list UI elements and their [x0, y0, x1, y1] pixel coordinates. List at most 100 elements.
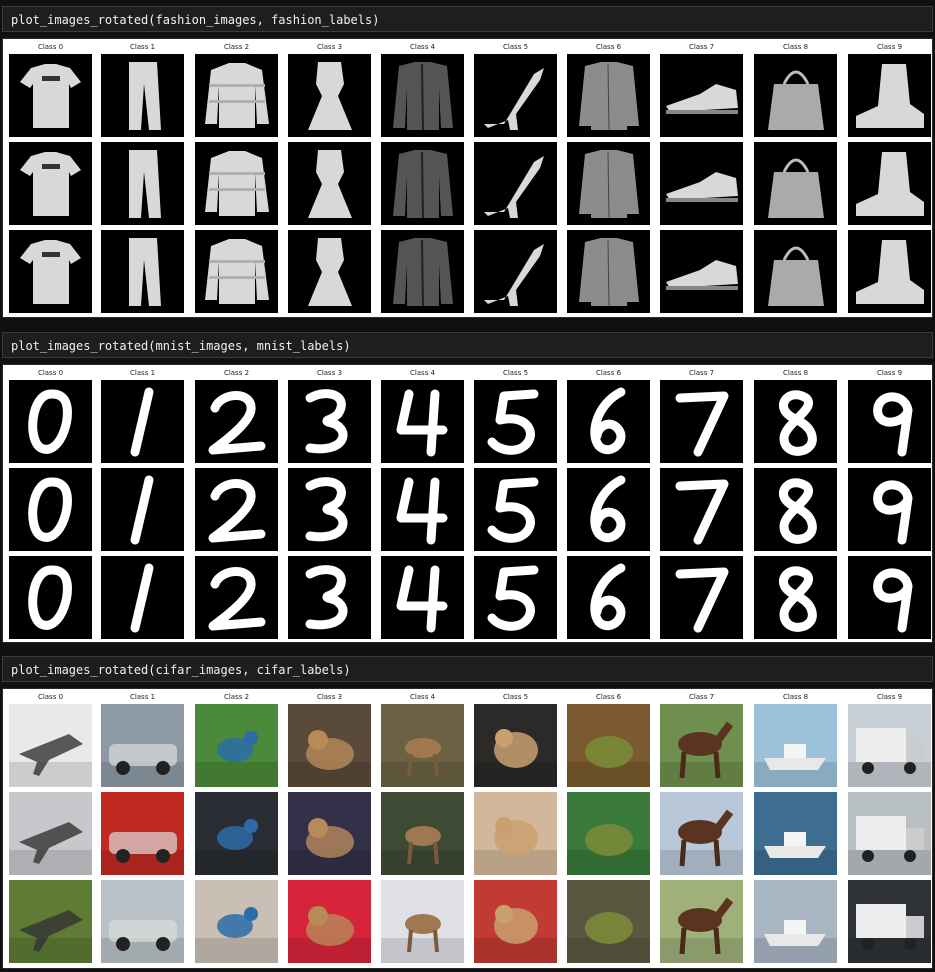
class-label: Class 4: [409, 43, 436, 51]
class-label: Class 4: [409, 369, 436, 377]
fashion-image-t-shirt: [9, 54, 92, 137]
fashion-image-dress: [288, 230, 371, 313]
code-cell-mnist[interactable]: plot_images_rotated(mnist_images, mnist_…: [2, 332, 933, 358]
fashion-image-bag: [754, 142, 837, 225]
cifar-image-airplane: [9, 704, 92, 787]
fashion-image-ankle-boot: [848, 230, 931, 313]
cifar-image-airplane: [9, 880, 92, 963]
output-mnist-grid: Class 0 Class 1 Class 2 Class 3 Class 4 Class…: [2, 364, 933, 643]
class-label: Class 1: [129, 369, 156, 377]
code-text: plot_images_rotated(cifar_images, cifar_…: [11, 663, 351, 677]
cifar-image-automobile: [101, 792, 184, 875]
mnist-image-digit-8: [754, 468, 837, 551]
fashion-image-sneaker: [660, 230, 743, 313]
fashion-image-pullover: [195, 54, 278, 137]
cifar-image-ship: [754, 704, 837, 787]
class-label: Class 7: [688, 43, 715, 51]
class-label: Class 1: [129, 43, 156, 51]
cifar-image-frog: [567, 792, 650, 875]
class-label: Class 5: [502, 43, 529, 51]
mnist-image-digit-9: [848, 556, 931, 639]
class-label: Class 6: [595, 369, 622, 377]
cifar-image-horse: [660, 880, 743, 963]
class-label: Class 9: [876, 43, 903, 51]
fashion-image-shirt: [567, 230, 650, 313]
cifar-image-ship: [754, 880, 837, 963]
mnist-image-digit-3: [288, 468, 371, 551]
mnist-image-digit-1: [101, 380, 184, 463]
cifar-image-truck: [848, 704, 931, 787]
fashion-image-shirt: [567, 54, 650, 137]
class-label: Class 6: [595, 43, 622, 51]
cifar-image-automobile: [101, 704, 184, 787]
code-text: plot_images_rotated(fashion_images, fash…: [11, 13, 380, 27]
class-label: Class 0: [37, 693, 64, 701]
cifar-image-truck: [848, 792, 931, 875]
mnist-image-digit-6: [567, 380, 650, 463]
code-cell-fashion[interactable]: plot_images_rotated(fashion_images, fash…: [2, 6, 933, 32]
mnist-image-digit-3: [288, 556, 371, 639]
mnist-image-digit-7: [660, 380, 743, 463]
fashion-image-ankle-boot: [848, 142, 931, 225]
class-label: Class 9: [876, 693, 903, 701]
cifar-image-cat: [288, 704, 371, 787]
code-cell-cifar[interactable]: plot_images_rotated(cifar_images, cifar_…: [2, 656, 933, 682]
mnist-image-digit-8: [754, 556, 837, 639]
fashion-image-t-shirt: [9, 230, 92, 313]
cifar-image-bird: [195, 792, 278, 875]
cifar-image-ship: [754, 792, 837, 875]
class-label: Class 3: [316, 369, 343, 377]
class-label: Class 3: [316, 43, 343, 51]
class-label: Class 2: [223, 693, 250, 701]
mnist-image-digit-2: [195, 556, 278, 639]
class-label: Class 8: [782, 43, 809, 51]
cifar-image-deer: [381, 792, 464, 875]
class-label: Class 0: [37, 43, 64, 51]
mnist-image-digit-1: [101, 468, 184, 551]
class-label: Class 8: [782, 369, 809, 377]
class-label: Class 0: [37, 369, 64, 377]
code-text: plot_images_rotated(mnist_images, mnist_…: [11, 339, 351, 353]
mnist-image-digit-2: [195, 380, 278, 463]
cifar-image-frog: [567, 704, 650, 787]
mnist-image-digit-4: [381, 556, 464, 639]
mnist-image-digit-5: [474, 468, 557, 551]
cifar-image-truck: [848, 880, 931, 963]
class-label: Class 7: [688, 693, 715, 701]
fashion-image-ankle-boot: [848, 54, 931, 137]
cifar-image-dog: [474, 880, 557, 963]
fashion-image-trouser: [101, 142, 184, 225]
mnist-image-digit-8: [754, 380, 837, 463]
mnist-image-digit-0: [9, 380, 92, 463]
class-label: Class 5: [502, 369, 529, 377]
fashion-image-dress: [288, 142, 371, 225]
fashion-image-dress: [288, 54, 371, 137]
mnist-image-digit-9: [848, 380, 931, 463]
cifar-image-cat: [288, 880, 371, 963]
fashion-image-trouser: [101, 54, 184, 137]
fashion-image-trouser: [101, 230, 184, 313]
cifar-image-frog: [567, 880, 650, 963]
fashion-image-sandal: [474, 142, 557, 225]
fashion-image-sandal: [474, 230, 557, 313]
mnist-image-digit-0: [9, 556, 92, 639]
fashion-image-shirt: [567, 142, 650, 225]
fashion-image-sandal: [474, 54, 557, 137]
fashion-image-t-shirt: [9, 142, 92, 225]
cifar-image-deer: [381, 704, 464, 787]
cifar-image-horse: [660, 704, 743, 787]
mnist-image-digit-5: [474, 380, 557, 463]
class-label: Class 1: [129, 693, 156, 701]
mnist-image-digit-2: [195, 468, 278, 551]
mnist-image-digit-3: [288, 380, 371, 463]
mnist-image-digit-0: [9, 468, 92, 551]
class-label: Class 2: [223, 43, 250, 51]
fashion-image-coat: [381, 54, 464, 137]
class-label: Class 4: [409, 693, 436, 701]
fashion-image-sneaker: [660, 54, 743, 137]
fashion-image-bag: [754, 54, 837, 137]
mnist-image-digit-7: [660, 468, 743, 551]
cifar-image-dog: [474, 792, 557, 875]
mnist-image-digit-1: [101, 556, 184, 639]
mnist-image-digit-4: [381, 468, 464, 551]
